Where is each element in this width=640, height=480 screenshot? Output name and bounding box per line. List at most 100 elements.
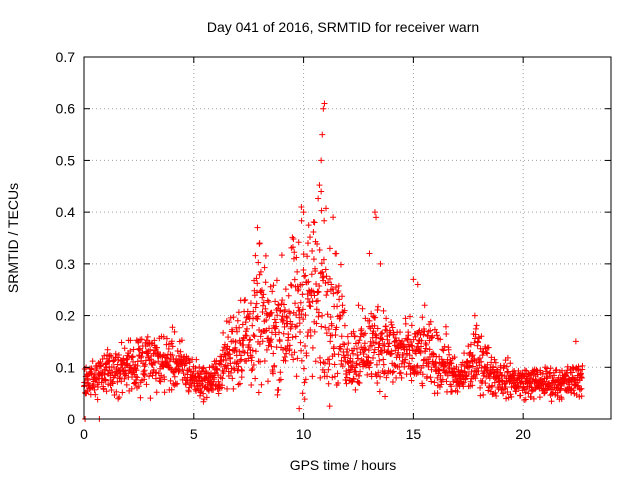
data-point (250, 332, 257, 339)
data-point (346, 369, 353, 376)
data-point (568, 369, 575, 376)
data-point (121, 345, 128, 352)
data-point (353, 345, 360, 352)
data-point (108, 386, 115, 393)
data-point (282, 286, 289, 293)
data-point (572, 338, 579, 345)
data-point (328, 281, 335, 288)
data-point (389, 379, 396, 386)
data-point (262, 279, 269, 286)
data-point (234, 317, 241, 324)
data-point (92, 391, 99, 398)
data-point (298, 311, 305, 318)
data-point (413, 363, 420, 370)
data-point (273, 323, 280, 330)
data-point (200, 364, 207, 371)
data-point (564, 367, 571, 374)
data-point (363, 353, 370, 360)
data-point (203, 394, 210, 401)
y-tick-label: 0.2 (56, 308, 76, 324)
data-point (326, 245, 333, 252)
data-point (484, 361, 491, 368)
data-point (287, 281, 294, 288)
data-point (373, 332, 380, 339)
data-point (421, 328, 428, 335)
data-point (427, 327, 434, 334)
data-point (318, 269, 325, 276)
data-point (483, 349, 490, 356)
data-point (422, 345, 429, 352)
data-point (185, 355, 192, 362)
data-point (135, 339, 142, 346)
data-point (476, 355, 483, 362)
data-point (315, 288, 322, 295)
data-point (441, 343, 448, 350)
data-point (350, 328, 357, 335)
data-point (331, 361, 338, 368)
data-point (415, 340, 422, 347)
data-point (290, 235, 297, 242)
data-point (397, 369, 404, 376)
data-point (402, 320, 409, 327)
data-point (313, 280, 320, 287)
data-point (577, 386, 584, 393)
data-point (295, 239, 302, 246)
data-point (256, 340, 263, 347)
data-point (131, 379, 138, 386)
data-point (300, 365, 307, 372)
data-point (238, 374, 245, 381)
data-point (311, 292, 318, 299)
data-point (113, 388, 120, 395)
data-point (264, 297, 271, 304)
data-point (383, 374, 390, 381)
data-point (118, 378, 125, 385)
data-point (226, 319, 233, 326)
data-point (368, 373, 375, 380)
data-point (270, 350, 277, 357)
data-point (314, 297, 321, 304)
data-point (147, 346, 154, 353)
data-point (427, 374, 434, 381)
data-point (322, 266, 329, 273)
data-point (108, 353, 115, 360)
data-point (260, 302, 267, 309)
data-point (453, 363, 460, 370)
data-point (325, 326, 332, 333)
y-tick-label: 0.4 (56, 204, 76, 220)
data-point (127, 347, 134, 354)
data-point (142, 361, 149, 368)
data-point (315, 195, 322, 202)
x-axis-label: GPS time / hours (290, 457, 397, 473)
data-point (502, 384, 509, 391)
data-point (217, 358, 224, 365)
data-point (246, 337, 253, 344)
data-point (372, 331, 379, 338)
data-point (276, 338, 283, 345)
data-point (541, 390, 548, 397)
x-tick-label: 5 (190, 426, 198, 442)
data-point (373, 361, 380, 368)
data-point (255, 358, 262, 365)
data-point (171, 373, 178, 380)
data-point (146, 373, 153, 380)
data-point (281, 323, 288, 330)
data-point (252, 304, 259, 311)
data-point (322, 324, 329, 331)
data-point (366, 317, 373, 324)
data-point (288, 244, 295, 251)
data-point (230, 314, 237, 321)
data-point (94, 364, 101, 371)
data-point (498, 372, 505, 379)
data-point (155, 358, 162, 365)
data-point (446, 351, 453, 358)
data-point (307, 303, 314, 310)
data-point (487, 370, 494, 377)
data-point (312, 267, 319, 274)
data-point (337, 345, 344, 352)
data-point (398, 360, 405, 367)
data-point (330, 290, 337, 297)
data-point (338, 333, 345, 340)
data-point (494, 368, 501, 375)
data-point (283, 350, 290, 357)
data-point (277, 308, 284, 315)
